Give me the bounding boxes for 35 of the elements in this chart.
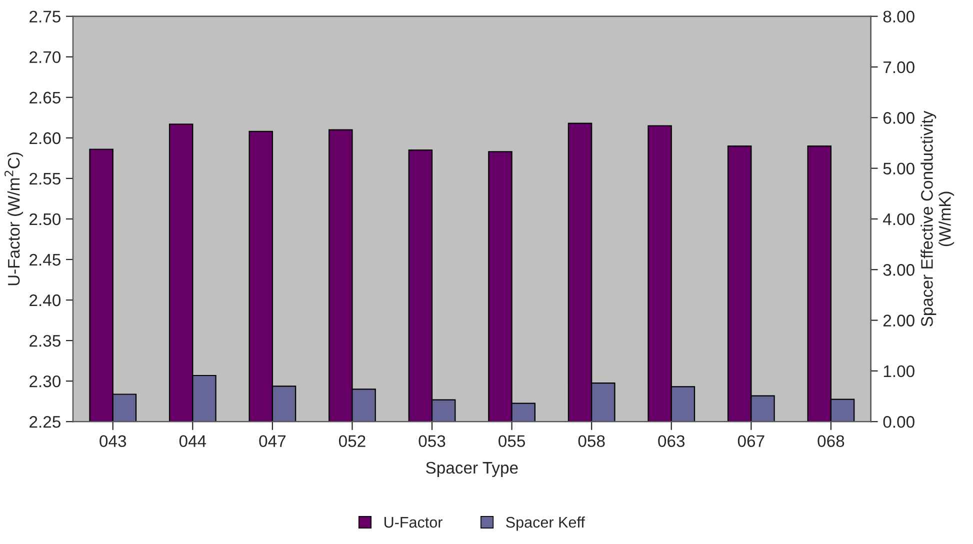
y-tick-label: 2.30	[30, 375, 61, 388]
y-tick-label: 2.45	[30, 254, 60, 266]
x-tick-label: 053	[418, 435, 446, 448]
y-tick-label: 2.25	[30, 416, 60, 428]
x-tick-label: 052	[338, 435, 366, 448]
x-tick-label: 067	[738, 435, 764, 448]
y2-tick-label: 8.00	[883, 10, 914, 23]
x-axis-title: Spacer Type	[426, 462, 518, 477]
y-tick-label: 2.75	[30, 10, 60, 23]
y-tick-label: 2.70	[30, 51, 61, 64]
y2-tick-label: 7.00	[883, 61, 914, 74]
x-tick-label: 043	[100, 435, 126, 448]
y2-tick-label: 0.00	[883, 416, 914, 428]
y-tick-label: 2.40	[30, 294, 61, 306]
x-tick-label: 063	[658, 435, 685, 448]
y2-tick-label: 4.00	[883, 213, 914, 226]
legend-label: U-Factor	[384, 517, 442, 528]
x-tick-label: 055	[498, 435, 526, 448]
y-tick-label: 2.65	[30, 92, 60, 104]
y-tick-label: 2.60	[30, 132, 61, 144]
y-tick-label: 2.35	[30, 334, 60, 347]
y-axis-title: U-Factor (W/m$^{2}$C)	[4, 152, 23, 286]
y2-tick-label: 1.00	[884, 365, 914, 378]
y2-tick-label: 3.00	[883, 264, 914, 276]
x-tick-label: 047	[259, 435, 286, 448]
x-tick-label: 058	[578, 435, 605, 448]
y-tick-label: 2.55	[30, 172, 60, 185]
x-tick-label: 068	[818, 435, 844, 448]
legend-label: Spacer Keff	[506, 516, 585, 531]
y2-tick-label: 5.00	[883, 162, 914, 175]
x-tick-label: 044	[179, 435, 206, 448]
y2-axis-title: Spacer Effective Conductivity (W/mK)	[920, 110, 954, 326]
y2-tick-label: 6.00	[883, 112, 914, 124]
y2-tick-label: 2.00	[883, 314, 914, 326]
y-tick-label: 2.50	[30, 213, 61, 226]
